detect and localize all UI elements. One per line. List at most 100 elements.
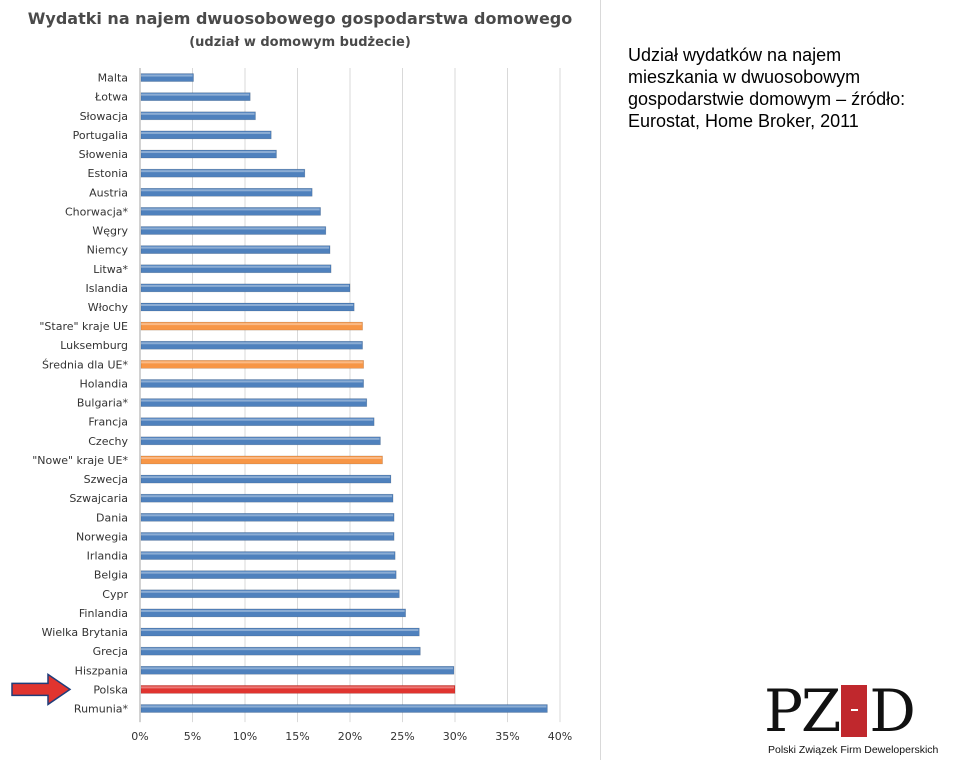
- bar: [140, 111, 256, 121]
- bar-shine: [141, 667, 453, 670]
- category-label: Malta: [98, 72, 128, 85]
- bar: [140, 608, 406, 618]
- category-labels: Malta Łotwa Słowacja Portugalia Słowenia Esto…: [32, 72, 128, 716]
- bar-shine: [141, 571, 396, 574]
- bar-shine: [141, 284, 349, 287]
- category-label: Słowacja: [80, 110, 128, 123]
- bar-shine: [141, 590, 399, 593]
- bar: [140, 685, 456, 694]
- x-tick-label: 15%: [285, 730, 309, 743]
- category-label: Holandia: [79, 377, 128, 390]
- bar: [140, 149, 277, 159]
- x-tick-label: 5%: [184, 730, 201, 743]
- bar: [140, 73, 194, 82]
- bar-shine: [141, 686, 454, 689]
- category-label: Belgia: [94, 569, 128, 582]
- bar-shine: [141, 380, 363, 383]
- category-label: Łotwa: [94, 91, 128, 104]
- category-label: Cypr: [102, 588, 128, 601]
- bar-shine: [141, 495, 393, 498]
- bar: [140, 360, 364, 369]
- bar: [140, 245, 331, 254]
- category-label: Islandia: [85, 282, 128, 295]
- logo-mark: PZ D: [764, 677, 916, 745]
- bar-shine: [141, 93, 250, 96]
- x-tick-label: 30%: [443, 730, 467, 743]
- category-label: Dania: [96, 511, 128, 524]
- bar: [140, 474, 392, 484]
- category-label: Portugalia: [73, 129, 128, 142]
- category-label: Luksemburg: [60, 339, 128, 352]
- x-tick-label: 25%: [390, 730, 414, 743]
- bar-shine: [141, 323, 362, 326]
- bar: [140, 646, 421, 656]
- chart-panel: Wydatki na najem dwuosobowego gospodarst…: [11, 0, 601, 760]
- bar-chart: Wydatki na najem dwuosobowego gospodarst…: [11, 9, 572, 743]
- category-label: Wielka Brytania: [42, 626, 128, 639]
- bar-shine: [141, 609, 405, 612]
- bar: [140, 665, 455, 675]
- bar-shine: [141, 399, 366, 402]
- category-label: Czechy: [88, 435, 128, 448]
- bar-shine: [141, 112, 255, 115]
- bar: [140, 92, 251, 101]
- category-label: Hiszpania: [75, 664, 128, 677]
- bar: [140, 627, 420, 637]
- bar: [140, 130, 272, 140]
- category-label: Niemcy: [87, 244, 129, 257]
- category-label: Rumunia*: [74, 703, 129, 716]
- bar: [140, 398, 368, 407]
- bar-shine: [141, 456, 382, 459]
- bar: [140, 455, 383, 465]
- bar-shine: [141, 361, 363, 364]
- x-tick-label: 0%: [131, 730, 148, 743]
- category-label: Austria: [89, 186, 128, 199]
- bar: [140, 226, 327, 235]
- category-label: Słowenia: [79, 148, 128, 161]
- chart-subtitle: (udział w domowym budżecie): [189, 35, 411, 50]
- highlight-arrow: [11, 672, 72, 706]
- bar-shine: [141, 227, 325, 230]
- bar-shine: [141, 437, 380, 440]
- pzfd-logo: PZ D Polski Związek Firm Deweloperskich: [764, 680, 954, 758]
- x-tick-label: 35%: [495, 730, 519, 743]
- category-label: Szwajcaria: [69, 492, 128, 505]
- logo-letters-left: PZ: [764, 677, 841, 745]
- category-label: Bulgaria*: [77, 397, 129, 410]
- logo-letters-right: D: [869, 677, 915, 745]
- category-label: Irlandia: [87, 550, 128, 563]
- category-label: "Stare" kraje UE: [39, 320, 128, 333]
- bar: [140, 513, 395, 522]
- bar-shine: [141, 189, 312, 192]
- bar: [140, 340, 363, 350]
- category-label: Szwecja: [84, 473, 128, 486]
- category-label: Włochy: [88, 301, 129, 314]
- bar-shine: [141, 705, 547, 708]
- bar-shine: [141, 246, 330, 249]
- bar-shine: [141, 476, 390, 479]
- gridlines: [139, 68, 561, 723]
- bar: [140, 436, 381, 446]
- bar: [140, 207, 321, 216]
- bar: [140, 493, 394, 503]
- bar-shine: [141, 418, 374, 421]
- category-label: Chorwacja*: [65, 205, 128, 218]
- category-label: Grecja: [93, 645, 128, 658]
- category-label: Norwegia: [76, 530, 128, 543]
- bar-shine: [141, 170, 304, 173]
- x-axis-ticks: 0% 5% 10% 15% 20% 25% 30% 35% 40%: [131, 730, 572, 743]
- category-label: Średnia dla UE*: [42, 358, 129, 371]
- bar-shine: [141, 514, 394, 517]
- category-label: Estonia: [88, 167, 129, 180]
- bar-shine: [141, 552, 395, 555]
- bar: [140, 704, 548, 713]
- bar-shine: [141, 342, 362, 345]
- bar: [140, 417, 375, 427]
- bar: [140, 168, 306, 178]
- bar-shine: [141, 208, 320, 211]
- category-label: Polska: [93, 683, 128, 696]
- chart-title: Wydatki na najem dwuosobowego gospodarst…: [28, 9, 572, 28]
- door-icon: [841, 685, 868, 737]
- bars: [140, 73, 548, 713]
- bar-shine: [141, 265, 331, 268]
